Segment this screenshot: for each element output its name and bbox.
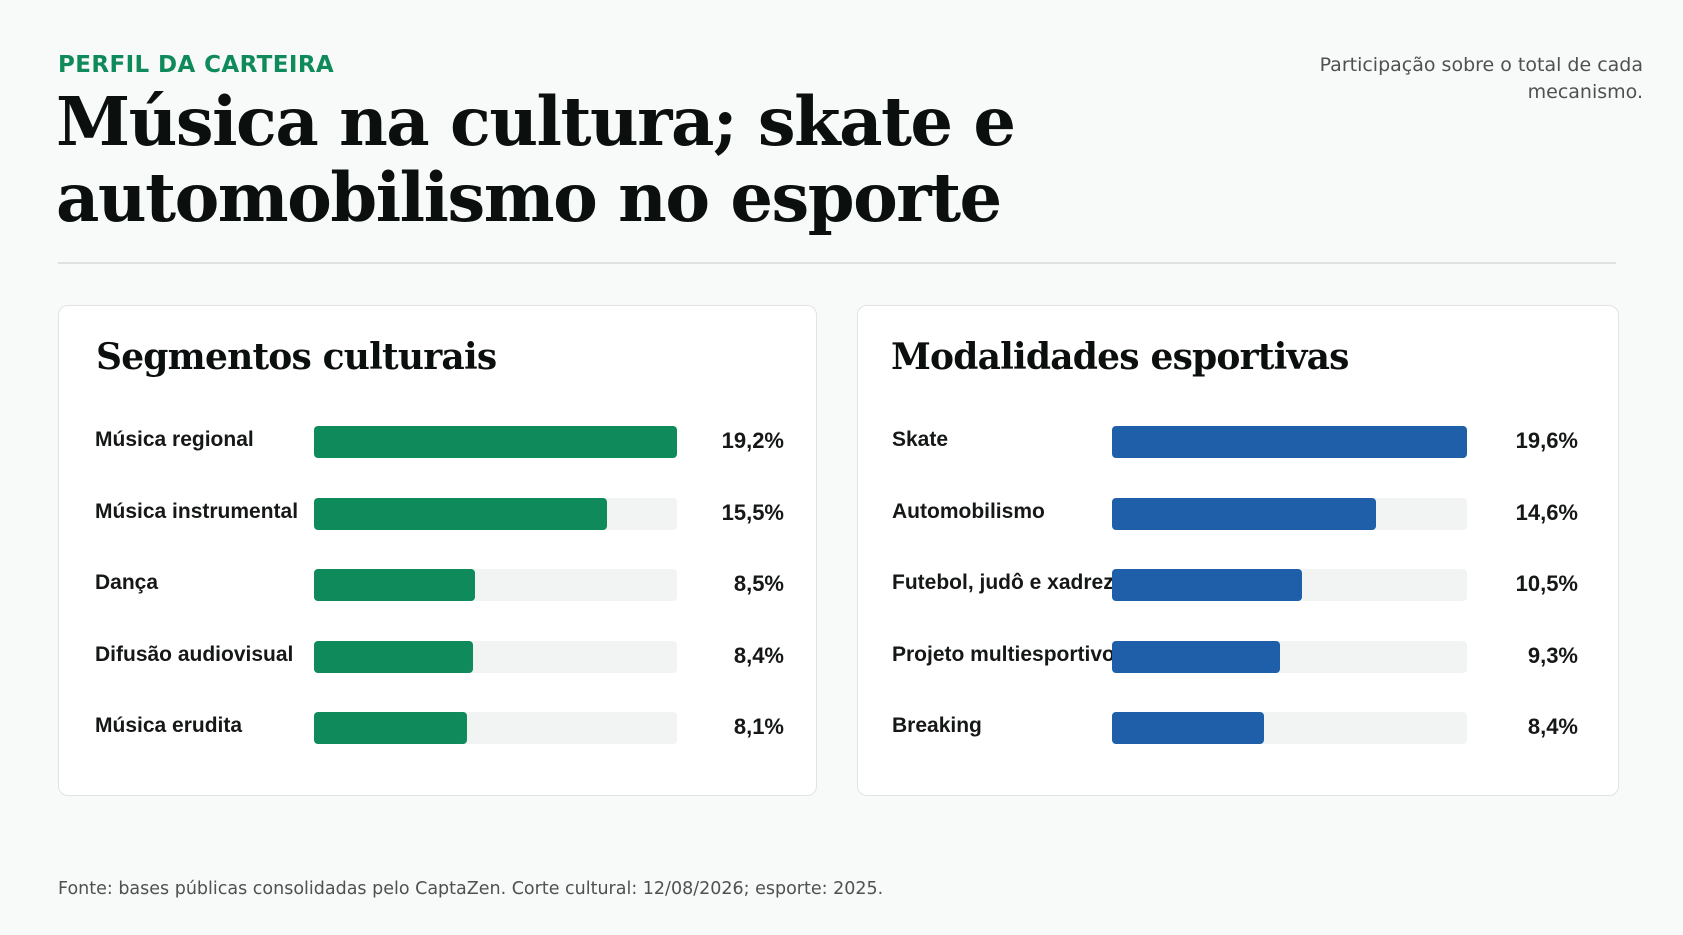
culture-bar-track bbox=[314, 640, 677, 673]
sport-category-label: Skate bbox=[892, 428, 949, 451]
sport-bar-track bbox=[1112, 640, 1467, 673]
culture-value-label: 8,4% bbox=[733, 642, 784, 668]
sport-value-label: 9,3% bbox=[1527, 642, 1578, 668]
culture-bar bbox=[314, 426, 677, 458]
culture-value-label: 8,5% bbox=[733, 571, 784, 596]
culture-bar bbox=[314, 712, 468, 744]
culture-bar-track bbox=[314, 569, 677, 601]
culture-category-label: Dança bbox=[95, 571, 159, 594]
culture-bar-row: Música erudita 8,1% bbox=[59, 710, 816, 744]
culture-category-label: Música regional bbox=[95, 428, 254, 451]
sport-category-label: Futebol, judô e xadrez bbox=[892, 571, 1114, 594]
sport-chart-card: Modalidades esportivas Skate 19,6% Automob… bbox=[857, 305, 1619, 796]
source-note: Fonte: bases públicas consolidadas pelo … bbox=[58, 879, 884, 899]
sport-bar-track bbox=[1112, 569, 1467, 601]
sport-bar-row: Projeto multiesportivo 9,3% bbox=[858, 639, 1618, 673]
culture-bar-track bbox=[314, 426, 677, 458]
culture-bar bbox=[314, 497, 608, 530]
culture-bar bbox=[314, 640, 473, 673]
culture-value-label: 15,5% bbox=[721, 499, 784, 525]
header-divider bbox=[58, 262, 1616, 264]
culture-chart-title: Segmentos culturais bbox=[96, 336, 497, 378]
culture-bar bbox=[314, 569, 475, 601]
sport-bar-track bbox=[1112, 497, 1467, 530]
culture-category-label: Difusão audiovisual bbox=[95, 642, 294, 666]
culture-bar-track bbox=[314, 712, 677, 744]
culture-chart-card: Segmentos culturais Música regional 19,2%… bbox=[58, 305, 817, 796]
culture-value-label: 19,2% bbox=[721, 428, 784, 453]
sport-value-label: 10,5% bbox=[1515, 571, 1578, 596]
culture-value-label: 8,1% bbox=[733, 714, 784, 739]
sport-bar-track bbox=[1112, 426, 1467, 458]
sport-bar bbox=[1112, 426, 1467, 458]
sport-bar-track bbox=[1112, 712, 1467, 744]
sport-category-label: Projeto multiesportivo bbox=[892, 642, 1115, 666]
sport-bar-row: Skate 19,6% bbox=[858, 424, 1618, 458]
page-title: Música na cultura; skate e automobilismo… bbox=[56, 82, 1016, 237]
sport-bar-row: Futebol, judô e xadrez 10,5% bbox=[858, 567, 1618, 601]
sport-category-label: Automobilismo bbox=[892, 499, 1045, 523]
sport-chart-title: Modalidades esportivas bbox=[891, 336, 1349, 378]
culture-category-label: Música instrumental bbox=[95, 499, 299, 523]
sport-bar bbox=[1112, 569, 1303, 601]
sport-bar bbox=[1112, 712, 1265, 744]
culture-bar-row: Música regional 19,2% bbox=[59, 424, 816, 458]
sport-bar bbox=[1112, 640, 1281, 673]
sport-bar bbox=[1112, 497, 1377, 530]
header-note: Participação sobre o total de cada mecan… bbox=[1319, 54, 1643, 103]
culture-bar-row: Música instrumental 15,5% bbox=[59, 496, 816, 530]
sport-category-label: Breaking bbox=[892, 714, 982, 737]
culture-bar-row: Difusão audiovisual 8,4% bbox=[59, 639, 816, 673]
culture-category-label: Música erudita bbox=[95, 714, 243, 737]
sport-bar-row: Automobilismo 14,6% bbox=[858, 496, 1618, 530]
sport-value-label: 19,6% bbox=[1515, 428, 1578, 453]
sport-bar-list: Skate 19,6% Automobilismo 14,6% Futebol, jud… bbox=[858, 306, 1618, 795]
sport-value-label: 14,6% bbox=[1515, 499, 1578, 525]
sport-bar-row: Breaking 8,4% bbox=[858, 710, 1618, 744]
culture-bar-track bbox=[314, 497, 677, 530]
culture-bar-row: Dança 8,5% bbox=[59, 567, 816, 601]
sport-value-label: 8,4% bbox=[1527, 714, 1578, 739]
eyebrow-label: PERFIL DA CARTEIRA bbox=[58, 52, 335, 78]
culture-bar-list: Música regional 19,2% Música instrumental 1… bbox=[59, 306, 816, 795]
